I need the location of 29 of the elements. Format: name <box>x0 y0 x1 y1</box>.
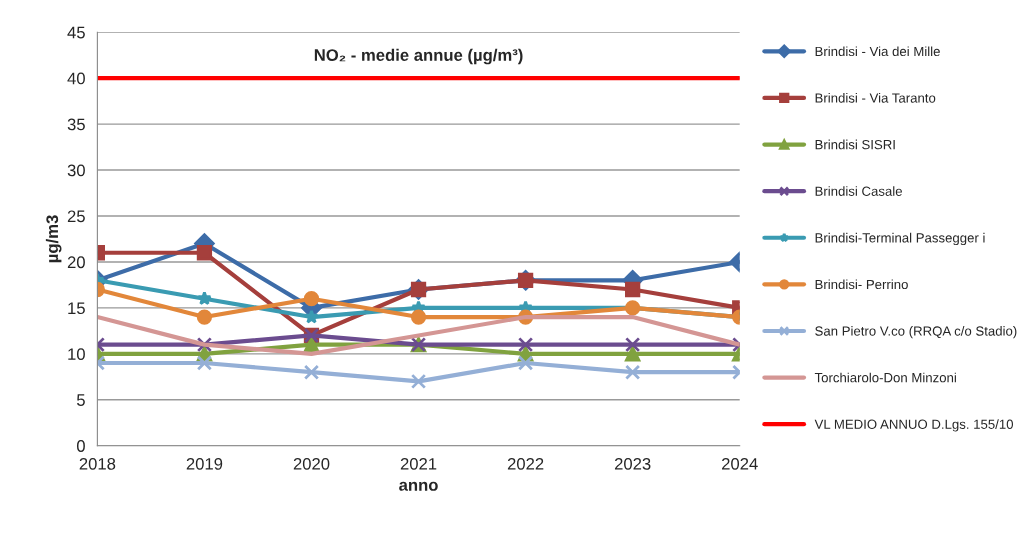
x-axis-title: anno <box>399 481 438 491</box>
y-tick-label: 35 <box>67 118 85 131</box>
x-tick-label: 2024 <box>722 457 758 470</box>
legend-label: VL MEDIO ANNUO D.Lgs. 155/10 <box>814 419 1014 432</box>
y-tick-label: 15 <box>68 302 85 315</box>
y-tick-label: 45 <box>67 26 85 39</box>
legend-label: Brindisi- Perrino <box>815 279 908 290</box>
legend-label: San Pietro V.co (RRQA c/o Stadio) <box>815 326 1017 339</box>
legend-label: Brindisi - Via dei Mille <box>815 46 940 57</box>
x-tick-label: 2023 <box>614 457 651 470</box>
x-tick-label: 2020 <box>293 457 330 470</box>
x-tick-label: 2018 <box>79 457 116 470</box>
legend-label: Brindisi - Via Taranto <box>815 93 936 103</box>
x-tick-label: 2019 <box>186 457 223 470</box>
legend-label: Brindisi Casale <box>815 186 902 196</box>
y-tick-label: 25 <box>67 210 85 223</box>
y-tick-label: 40 <box>67 72 85 85</box>
text: NO₂ - medie annue (µg/m³) <box>314 48 523 65</box>
x-tick-label: 2021 <box>400 457 437 470</box>
x-tick-label: 2022 <box>507 457 544 470</box>
legend-label: Brindisi SISRI <box>815 139 895 150</box>
legend-label: Torchiarolo-Don Minzoni <box>814 372 956 383</box>
legend-label: Brindisi-Terminal Passegger i <box>815 232 985 246</box>
y-tick-label: 20 <box>67 256 85 269</box>
y-tick-label: 30 <box>67 164 85 177</box>
y-axis-title: µg/m3 <box>45 215 62 263</box>
y-tick-label: 10 <box>68 348 85 361</box>
y-tick-label: 0 <box>76 440 85 452</box>
y-tick-label: 5 <box>76 394 85 406</box>
